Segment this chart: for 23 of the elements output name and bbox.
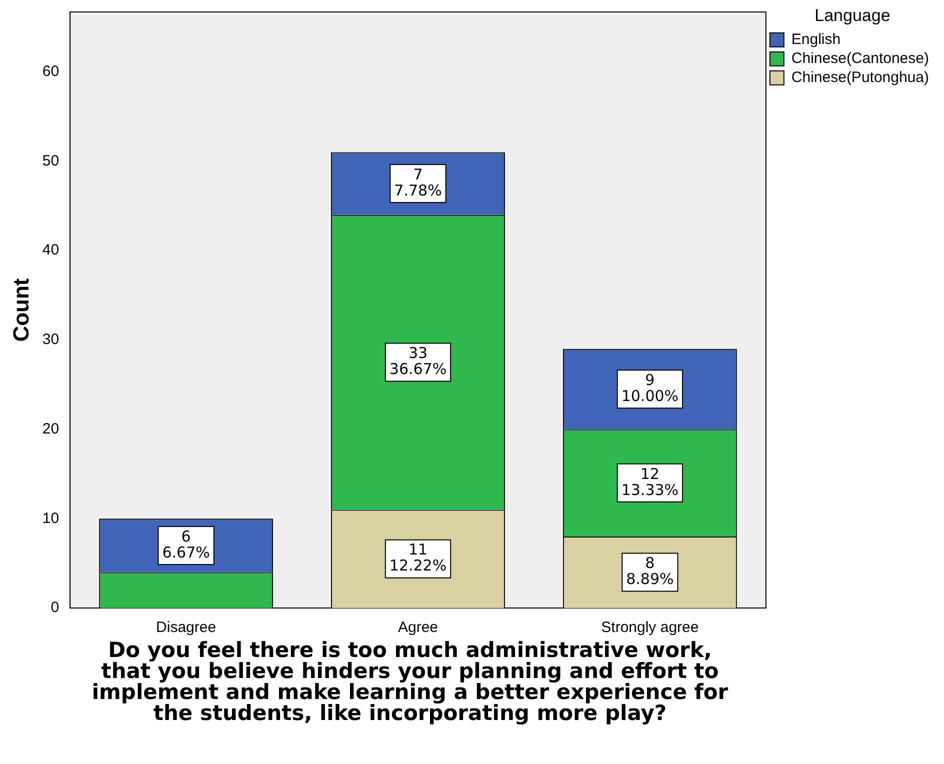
data-label: 12 13.33% [621,464,679,499]
y-tick-label: 30 [42,331,60,348]
y-axis-title: Count [8,278,34,342]
x-axis-title: Do you feel there is too much administrative work, that you believe hinders your planning and effort to implement and make learning a better experience for the students, like incorporating more play? [90,638,730,725]
data-label: 11 12.22% [389,540,447,575]
data-label: 33 36.67% [389,344,447,378]
y-tick-label: 10 [42,510,60,527]
x-tick-label: Disagree [156,619,216,636]
data-label: 8 8.89% [626,554,674,588]
legend-label: English [791,31,841,48]
y-tick-label: 60 [42,63,60,80]
y-tick-label: 0 [50,599,60,616]
y-tick-label: 20 [42,420,60,438]
legend-title: Language [814,6,890,26]
y-tick-label: 40 [42,242,60,259]
legend-label: Chinese(Putonghua) [791,69,930,86]
legend-label: Chinese(Cantonese) [791,50,929,68]
x-tick-label: Strongly agree [601,619,699,636]
x-tick-label: Agree [398,619,438,636]
data-label: 7 7.78% [394,165,442,200]
data-label: 9 10.00% [621,370,679,405]
y-tick-label: 50 [42,152,60,170]
data-label: 6 6.67% [162,527,210,562]
